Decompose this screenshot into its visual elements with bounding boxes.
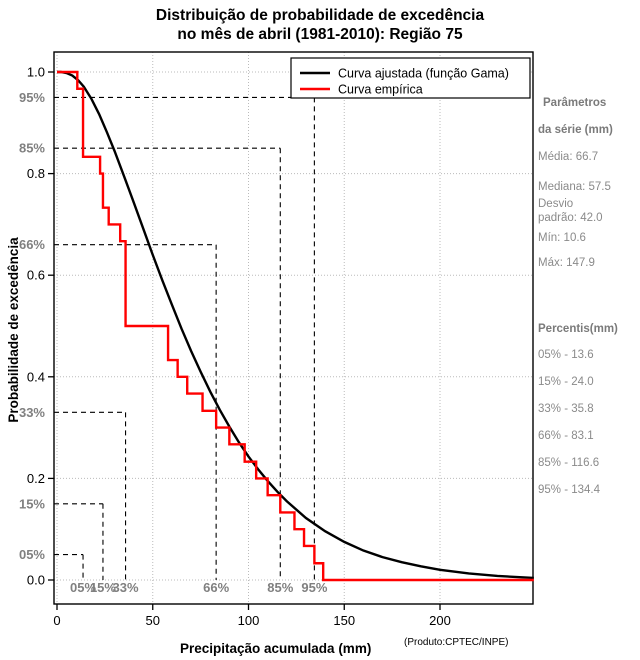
chart-title-line1: Distribuição de probabilidade de excedên… bbox=[156, 7, 485, 24]
percentil-95: 95% - 134.4 bbox=[538, 484, 601, 496]
x-tick-label: 0 bbox=[53, 613, 60, 628]
percentil-05: 05% - 13.6 bbox=[538, 349, 594, 361]
y-tick-label: 0.6 bbox=[27, 268, 45, 283]
side-panel: Parâmetros da série (mm) Média: 66.7 Med… bbox=[538, 97, 618, 496]
percentil-15: 15% - 24.0 bbox=[538, 376, 594, 388]
y-axis-ticks: 0.0 0.2 0.4 0.6 0.8 1.0 95% 85% 66% 33% 15% 05% bbox=[19, 65, 54, 588]
fitted-gamma-curve bbox=[57, 70, 534, 580]
param-desvio-line1: Desvio bbox=[538, 198, 573, 210]
y-axis-label: Probabilidade de excedência bbox=[6, 237, 21, 423]
percentil-66: 66% - 83.1 bbox=[538, 430, 594, 442]
param-min: Mín: 10.6 bbox=[538, 232, 586, 244]
x-percentile-label: 15% bbox=[90, 580, 116, 595]
param-media: Média: 66.7 bbox=[538, 151, 598, 163]
x-axis-label: Precipitação acumulada (mm) bbox=[180, 641, 371, 656]
percentile-guide-lines bbox=[54, 96, 315, 580]
x-tick-label: 200 bbox=[429, 613, 451, 628]
empirical-curve bbox=[57, 70, 534, 582]
params-heading-line1: Parâmetros bbox=[543, 97, 606, 109]
x-axis-ticks: 0 50 100 150 200 bbox=[53, 604, 451, 628]
y-percentile-label: 05% bbox=[19, 547, 45, 562]
legend: Curva ajustada (função Gama) Curva empír… bbox=[290, 57, 531, 99]
percentil-85: 85% - 116.6 bbox=[538, 457, 599, 469]
data-curves bbox=[57, 70, 534, 582]
x-percentile-label: 85% bbox=[267, 580, 293, 595]
param-mediana: Mediana: 57.5 bbox=[538, 181, 611, 193]
y-tick-label: 0.4 bbox=[27, 369, 45, 384]
y-percentile-label: 95% bbox=[19, 90, 45, 105]
y-tick-label: 1.0 bbox=[27, 65, 45, 80]
percentil-33: 33% - 35.8 bbox=[538, 403, 594, 415]
x-percentile-label: 66% bbox=[203, 580, 229, 595]
percentile-x-ticks: 05%15%33% 66% 85% 95% bbox=[70, 580, 328, 595]
percentis-heading: Percentis(mm) bbox=[538, 323, 618, 335]
x-percentile-label: 95% bbox=[301, 580, 327, 595]
y-percentile-label: 33% bbox=[19, 405, 45, 420]
x-tick-label: 150 bbox=[333, 613, 355, 628]
x-tick-label: 100 bbox=[238, 613, 260, 628]
x-tick-label: 50 bbox=[146, 613, 160, 628]
y-tick-label: 0.2 bbox=[27, 471, 45, 486]
chart-title-line2: no mês de abril (1981-2010): Região 75 bbox=[177, 26, 463, 43]
plot-frame bbox=[53, 51, 534, 605]
legend-box bbox=[290, 57, 531, 99]
y-tick-label: 0.0 bbox=[27, 573, 45, 588]
x-percentile-label: 05% bbox=[70, 580, 96, 595]
x-percentile-label: 33% bbox=[113, 580, 139, 595]
y-percentile-label: 15% bbox=[19, 496, 45, 511]
product-annotation: (Produto:CPTEC/INPE) bbox=[404, 637, 508, 648]
params-heading-line2: da série (mm) bbox=[538, 124, 613, 136]
param-desvio-line2: padrão: 42.0 bbox=[538, 212, 603, 224]
param-max: Máx: 147.9 bbox=[538, 257, 595, 269]
y-percentile-label: 66% bbox=[19, 237, 45, 252]
legend-label-empirical: Curva empírica bbox=[338, 83, 423, 97]
legend-label-fitted: Curva ajustada (função Gama) bbox=[338, 67, 509, 81]
y-tick-label: 0.8 bbox=[27, 166, 45, 181]
y-percentile-label: 85% bbox=[19, 141, 45, 156]
